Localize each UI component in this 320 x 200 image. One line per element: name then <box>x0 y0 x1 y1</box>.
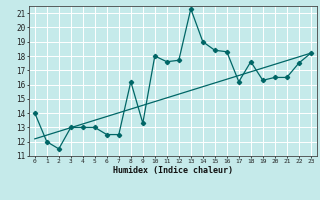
X-axis label: Humidex (Indice chaleur): Humidex (Indice chaleur) <box>113 166 233 175</box>
